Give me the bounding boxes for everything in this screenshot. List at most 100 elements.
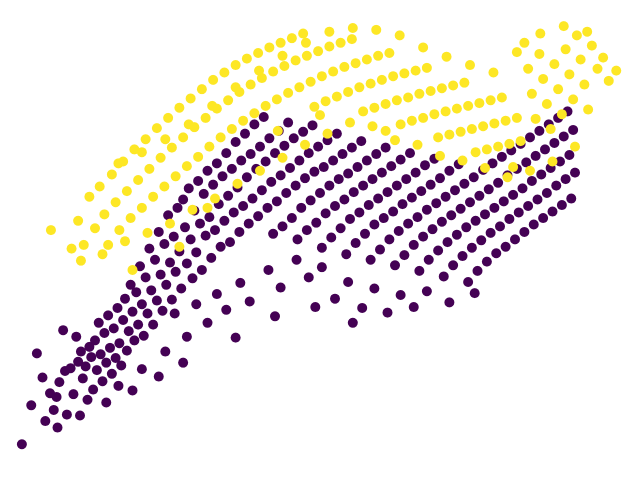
scatter-point	[176, 283, 187, 294]
scatter-point	[260, 100, 271, 111]
scatter-point	[459, 77, 470, 88]
scatter-point	[335, 223, 346, 234]
scatter-point	[455, 126, 466, 137]
scatter-point	[275, 37, 286, 48]
scatter-point	[403, 92, 414, 103]
scatter-point	[202, 202, 213, 213]
scatter-point	[168, 231, 179, 242]
scatter-point	[144, 163, 155, 174]
scatter-point	[75, 255, 86, 266]
scatter-point	[301, 225, 312, 236]
scatter-point	[328, 66, 339, 77]
scatter-point	[566, 193, 577, 204]
scatter-point	[121, 345, 132, 356]
scatter-point	[268, 228, 279, 239]
scatter-point	[40, 416, 51, 427]
scatter-point	[142, 227, 153, 238]
scatter-point	[97, 249, 108, 260]
scatter-point	[530, 113, 541, 124]
scatter-point	[84, 191, 95, 202]
scatter-point	[399, 68, 410, 79]
scatter-point	[463, 100, 474, 111]
scatter-point	[281, 188, 292, 198]
scatter-point	[230, 60, 241, 71]
scatter-point	[324, 180, 335, 191]
scatter-point	[142, 308, 153, 319]
scatter-point	[465, 60, 475, 71]
scatter-point	[238, 115, 249, 126]
scatter-point	[414, 88, 425, 99]
scatter-point	[223, 190, 234, 201]
scatter-point	[448, 80, 459, 91]
scatter-point	[316, 262, 327, 273]
scatter-point	[223, 95, 234, 106]
scatter-point	[521, 157, 532, 168]
scatter-point	[133, 319, 144, 330]
scatter-point	[114, 338, 125, 349]
scatter-point	[131, 287, 142, 298]
scatter-point	[66, 243, 77, 254]
scatter-point	[277, 50, 288, 61]
scatter-point	[478, 121, 489, 132]
scatter-point	[296, 202, 307, 213]
scatter-point	[210, 193, 220, 204]
scatter-point	[410, 167, 421, 178]
scatter-point	[163, 112, 174, 123]
scatter-point	[440, 191, 451, 202]
scatter-point	[277, 221, 288, 232]
scatter-point	[318, 162, 329, 173]
scatter-point	[243, 218, 254, 229]
scatter-point	[320, 96, 331, 107]
scatter-point	[346, 142, 357, 153]
scatter-point	[202, 165, 213, 176]
scatter-point	[481, 256, 492, 267]
scatter-point	[466, 124, 477, 135]
scatter-point	[535, 28, 546, 39]
scatter-point	[106, 169, 117, 180]
scatter-point	[369, 219, 380, 230]
scatter-point	[236, 155, 247, 166]
scatter-point	[65, 363, 76, 374]
scatter-point	[575, 54, 586, 65]
scatter-point	[328, 155, 339, 166]
scatter-point	[504, 213, 515, 224]
scatter-point	[553, 84, 564, 95]
scatter-point	[88, 384, 99, 395]
series-0	[16, 106, 580, 450]
scatter-point	[326, 232, 337, 243]
scatter-point	[181, 331, 192, 342]
scatter-point	[421, 204, 432, 215]
scatter-point	[225, 237, 235, 248]
scatter-point	[240, 128, 250, 139]
scatter-point	[207, 100, 218, 111]
scatter-point	[113, 158, 124, 169]
scatter-point	[556, 109, 567, 120]
scatter-point	[412, 212, 423, 223]
scatter-point	[129, 144, 140, 155]
scatter-point	[140, 272, 151, 283]
scatter-point	[468, 172, 479, 183]
scatter-point	[480, 162, 490, 173]
scatter-point	[45, 225, 56, 236]
scatter-point	[174, 102, 185, 113]
scatter-point	[341, 249, 352, 260]
scatter-point	[538, 213, 549, 224]
scatter-point	[500, 241, 511, 252]
scatter-point	[395, 154, 406, 165]
scatter-point	[183, 119, 194, 130]
scatter-point	[268, 66, 279, 77]
scatter-point	[598, 52, 609, 63]
scatter-point	[579, 79, 590, 90]
scatter-point	[160, 346, 171, 357]
scatter-point	[303, 148, 314, 159]
scatter-point	[316, 71, 327, 82]
scatter-point	[263, 264, 274, 275]
scatter-point	[200, 112, 211, 123]
scatter-point	[136, 299, 147, 310]
scatter-point	[331, 128, 342, 139]
scatter-point	[416, 186, 427, 197]
scatter-point	[397, 199, 408, 210]
scatter-point	[95, 349, 106, 360]
scatter-point	[114, 225, 125, 236]
scatter-point	[61, 409, 72, 420]
